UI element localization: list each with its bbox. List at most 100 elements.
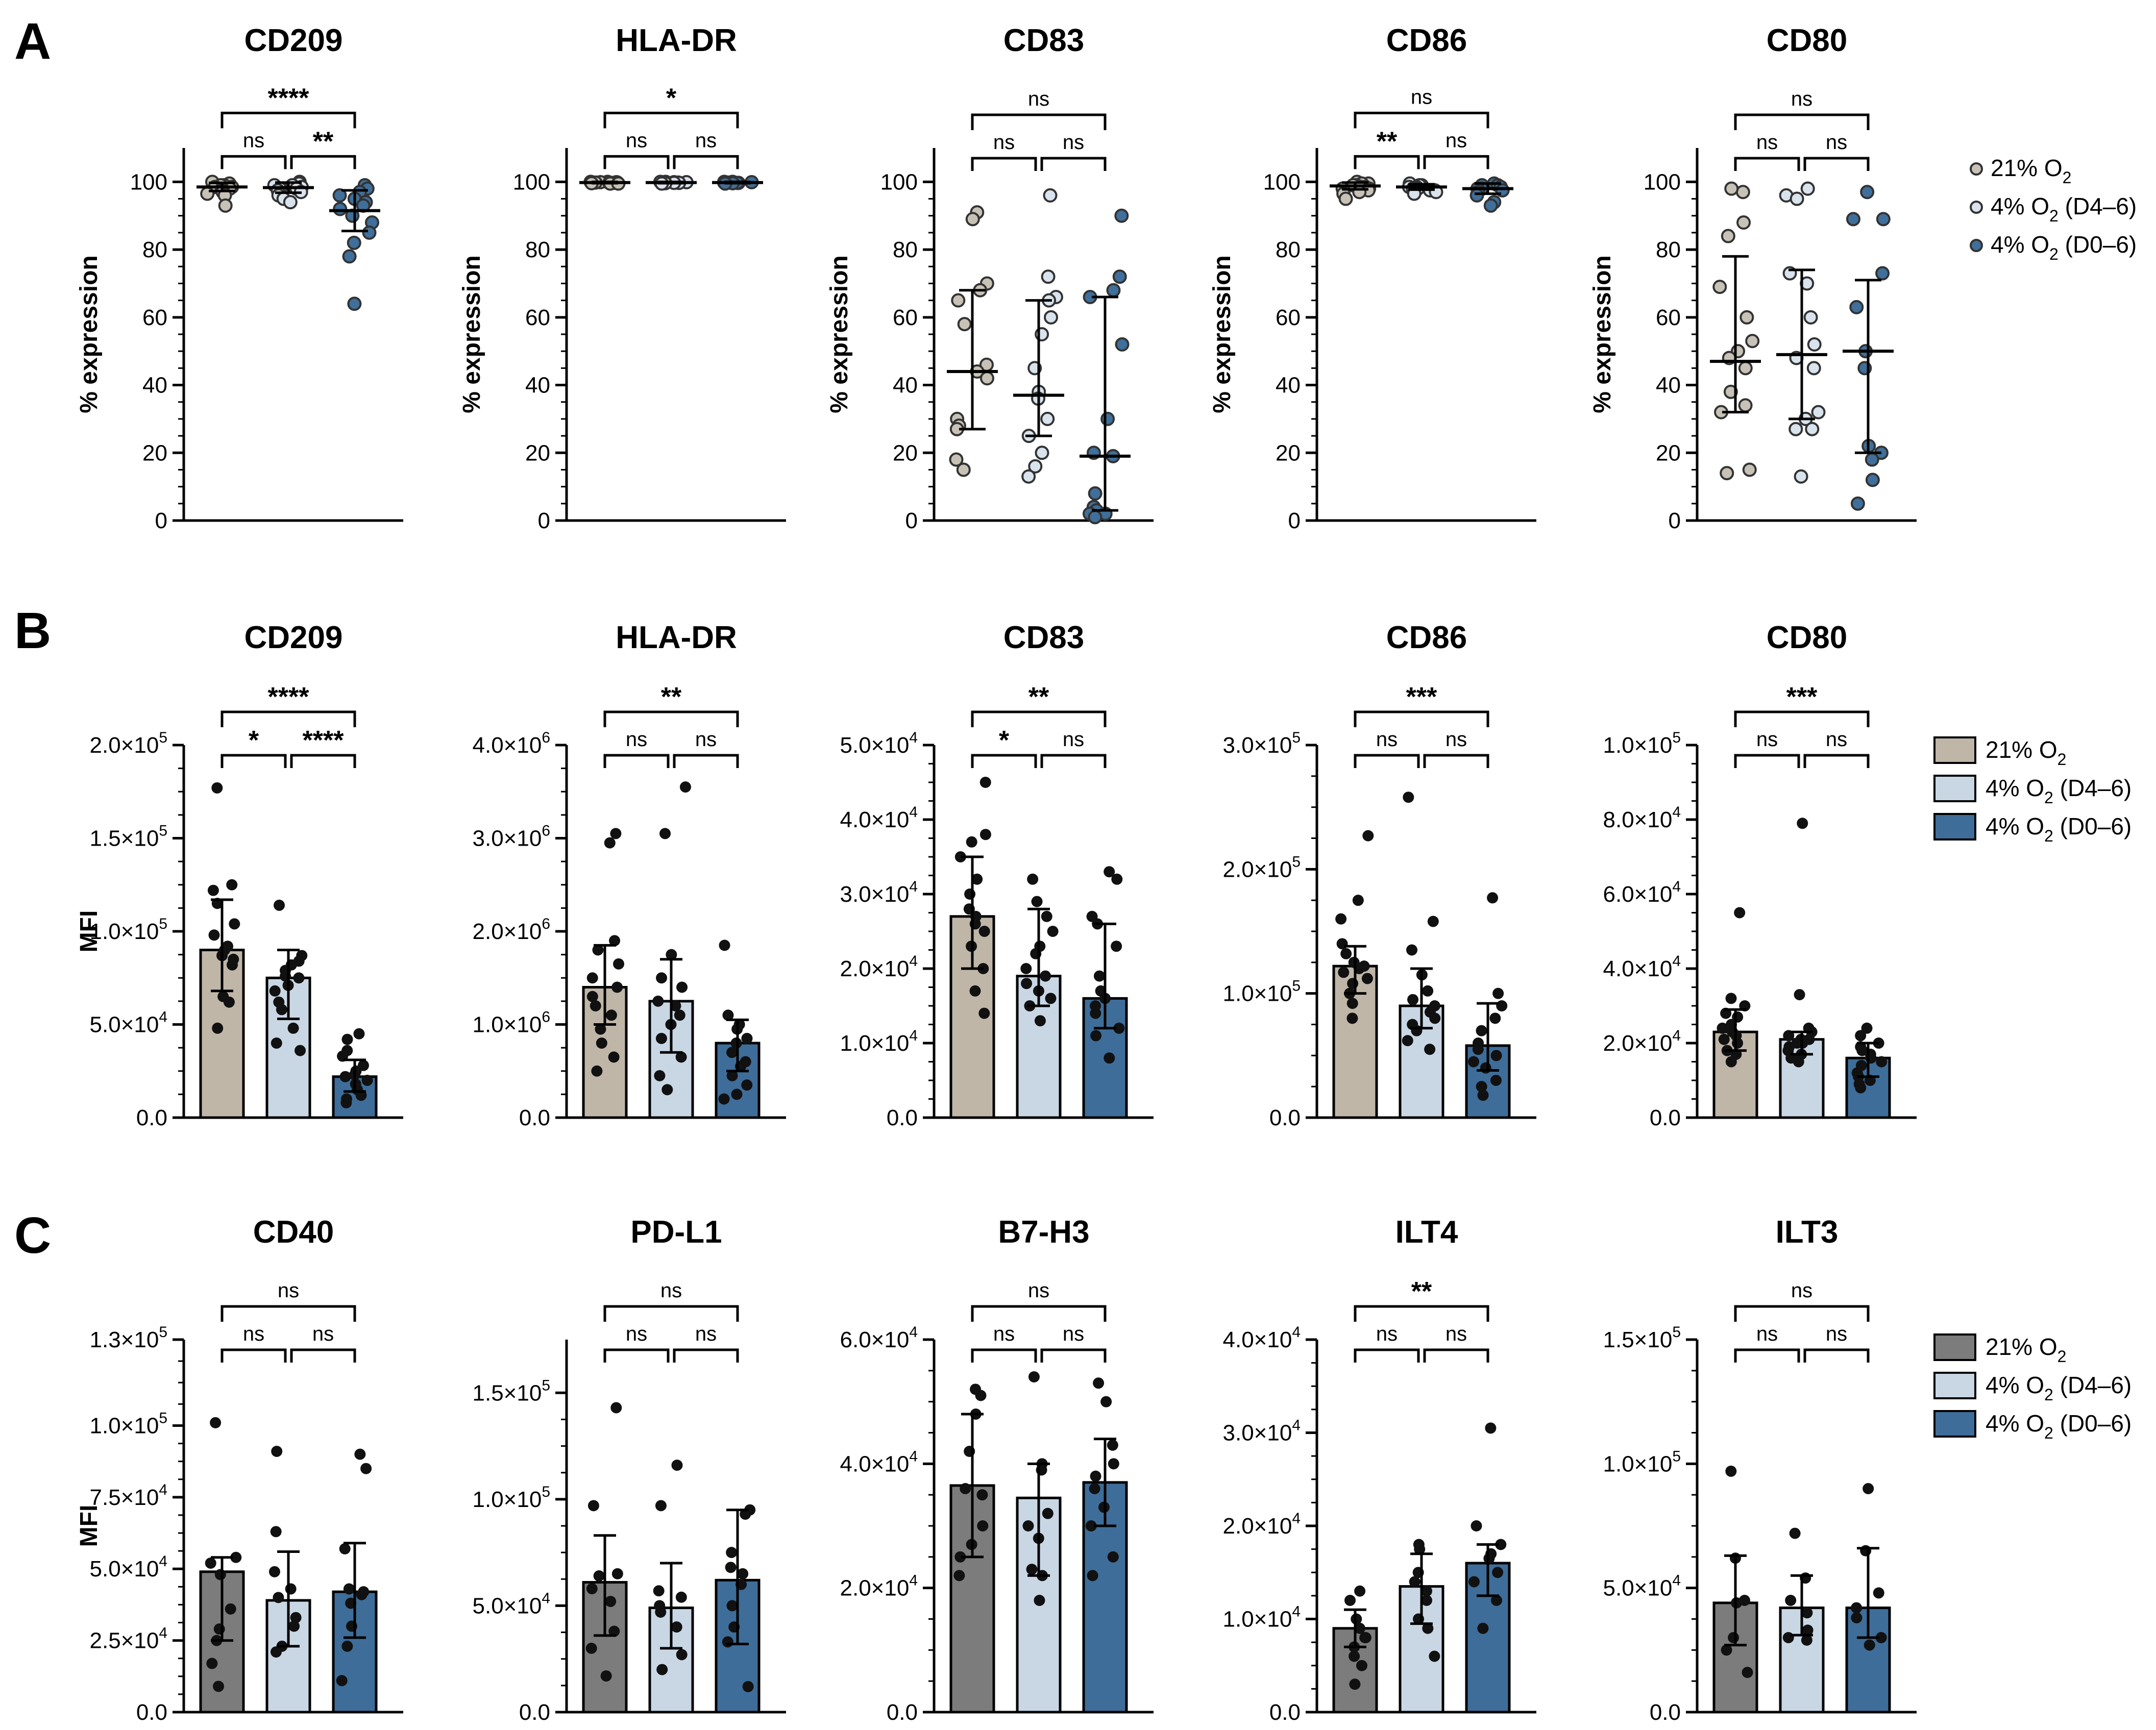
tick-mantissa: 2.0 <box>90 733 121 758</box>
y-tick-label: 0.0 <box>1269 1700 1301 1725</box>
y-tick-label: 0.0 <box>1650 1700 1681 1725</box>
data-point <box>1788 422 1803 436</box>
data-point <box>1742 1667 1753 1678</box>
legend-text: 4% O <box>1991 193 2049 219</box>
tick-times: ×10 <box>871 882 910 907</box>
significance-bracket: ** <box>971 682 1107 727</box>
significance-label: ns <box>695 728 717 751</box>
data-point <box>954 851 966 862</box>
tick-mantissa: 0.0 <box>1269 1105 1301 1130</box>
data-point <box>1104 866 1115 878</box>
bracket-line <box>673 754 739 768</box>
tick-mantissa: 7.5 <box>90 1485 121 1510</box>
bracket-line <box>1734 710 1870 727</box>
tick-times: ×10 <box>871 1451 910 1476</box>
significance-label: ns <box>1756 1323 1778 1345</box>
tick-times: ×10 <box>504 826 542 851</box>
chart-a-cd86: CD86 0 20 40 60 80 100 % expression ns ** ns <box>1209 23 1536 533</box>
data-point <box>737 1568 749 1579</box>
data-point <box>1349 1678 1361 1690</box>
legend-swatch <box>1933 1372 1976 1399</box>
data-point <box>1347 978 1359 990</box>
tick-exponent: 4 <box>1292 1510 1301 1527</box>
significance-bracket: ns <box>1734 88 1870 130</box>
significance-label: ns <box>1376 728 1398 751</box>
bracket-line <box>971 113 1107 130</box>
data-point <box>362 225 377 240</box>
tick-exponent: 5 <box>159 1410 167 1426</box>
chart-b-cd83: CD830.01.0×1042.0×1043.0×1044.0×1045.0×1… <box>840 620 1154 1130</box>
series-4-o2-d4-6 <box>646 175 697 191</box>
data-point <box>1360 1632 1371 1643</box>
data-point <box>1476 1081 1487 1093</box>
data-point <box>229 918 240 930</box>
significance-bracket: **** <box>220 83 356 129</box>
data-point <box>339 1071 351 1082</box>
data-point <box>978 1007 990 1019</box>
bracket-line <box>220 1305 356 1322</box>
y-tick-label: 100 <box>513 169 550 194</box>
data-point <box>1490 1595 1502 1606</box>
tick-exponent: 4 <box>1672 1572 1681 1589</box>
data-point <box>960 1483 971 1494</box>
y-tick-label: 6.0×104 <box>1603 878 1681 907</box>
tick-times: ×10 <box>1634 1451 1673 1476</box>
data-point <box>1800 181 1815 196</box>
data-point <box>591 1065 603 1077</box>
tick-exponent: 4 <box>909 804 918 821</box>
tick-times: ×10 <box>1634 1576 1673 1601</box>
tick-mantissa: 4.0 <box>1603 956 1634 981</box>
series-21-o2 <box>949 1383 995 1714</box>
y-tick-label: 80 <box>1276 237 1301 262</box>
legend-swatch <box>1933 1333 1976 1361</box>
tick-times: ×10 <box>1254 857 1292 882</box>
data-point <box>740 1509 751 1520</box>
data-point <box>586 1583 598 1595</box>
y-axis-label: % expression <box>826 255 853 413</box>
bracket-line <box>1803 1348 1870 1363</box>
legend-marker <box>1970 162 1983 176</box>
significance-label: ** <box>1411 1277 1432 1306</box>
data-point <box>343 1583 355 1595</box>
significance-bracket: ns <box>1803 1323 1870 1363</box>
data-point <box>1734 907 1746 919</box>
data-point <box>977 1520 989 1531</box>
data-point <box>610 1402 622 1414</box>
significance-bracket: ns <box>220 1323 287 1363</box>
data-point <box>271 1037 282 1049</box>
bracket-line <box>1734 1348 1800 1363</box>
bracket-line <box>220 1348 287 1363</box>
data-point <box>1104 1052 1115 1064</box>
tick-exponent: 5 <box>1672 1448 1681 1465</box>
chart-title: B7-H3 <box>998 1215 1089 1250</box>
significance-bracket: *** <box>1354 682 1489 727</box>
significance-label: ns <box>312 1323 334 1345</box>
tick-mantissa: 0.0 <box>519 1105 550 1130</box>
data-point <box>268 1566 280 1577</box>
tick-mantissa: 4.0 <box>840 1451 871 1476</box>
legend-text-suffix: (D0–6) <box>2059 231 2137 258</box>
y-tick-label: 20 <box>525 440 550 465</box>
data-point <box>293 972 305 984</box>
tick-mantissa: 2.0 <box>1223 1514 1254 1539</box>
bracket-line <box>1734 157 1800 171</box>
tick-exponent: 6 <box>542 1009 550 1026</box>
bracket-line <box>1734 113 1870 130</box>
data-point <box>1093 970 1105 982</box>
data-point <box>608 1625 620 1637</box>
tick-mantissa: 1.5 <box>90 826 121 851</box>
data-point <box>1409 1576 1420 1588</box>
bar <box>1845 1607 1891 1714</box>
legend-text: 4% O <box>1986 775 2044 801</box>
tick-mantissa: 0.0 <box>1650 1700 1681 1725</box>
tick-times: ×10 <box>1254 981 1292 1006</box>
data-point <box>1100 411 1115 426</box>
legend-text: 4% O <box>1986 1372 2044 1398</box>
series-4-o2-d4-6 <box>1776 181 1827 484</box>
data-point <box>1801 1607 1813 1619</box>
significance-bracket: ns <box>603 129 670 169</box>
data-point <box>741 1032 753 1044</box>
bracket-line <box>603 1305 739 1322</box>
tick-times: ×10 <box>871 733 910 758</box>
data-point <box>1044 310 1059 325</box>
